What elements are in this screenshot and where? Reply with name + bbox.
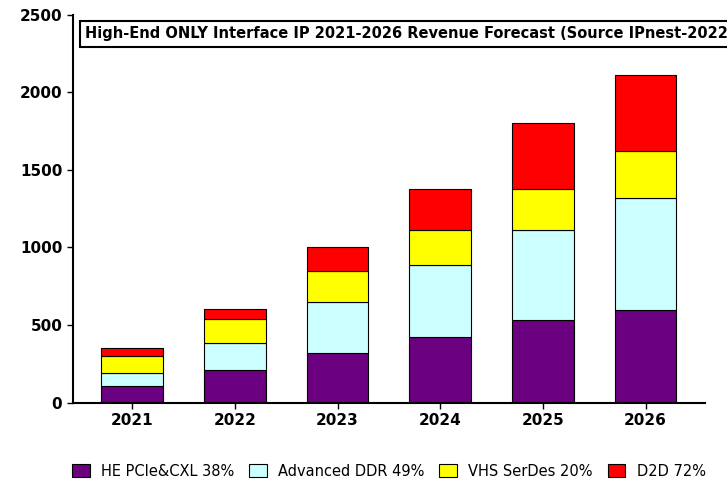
Bar [102, 385, 163, 403]
Bar [615, 151, 676, 198]
Legend: HE PCIe&CXL 38%, Advanced DDR 49%, VHS SerDes 20%, D2D 72%: HE PCIe&CXL 38%, Advanced DDR 49%, VHS S… [65, 457, 713, 486]
Bar [409, 337, 471, 403]
Bar [409, 265, 471, 337]
Bar [204, 370, 266, 403]
Bar [512, 321, 574, 403]
Bar [409, 230, 471, 265]
Bar [512, 123, 574, 190]
Bar [615, 198, 676, 309]
Bar [307, 271, 369, 302]
Bar [102, 356, 163, 373]
Text: High-End ONLY Interface IP 2021-2026 Revenue Forecast (Source IPnest-2022): High-End ONLY Interface IP 2021-2026 Rev… [85, 27, 727, 41]
Bar [409, 190, 471, 230]
Bar [307, 302, 369, 353]
Bar [204, 343, 266, 370]
Bar [307, 353, 369, 403]
Bar [615, 75, 676, 151]
Bar [102, 373, 163, 385]
Bar [204, 319, 266, 343]
Bar [102, 348, 163, 356]
Bar [307, 247, 369, 271]
Bar [615, 309, 676, 403]
Bar [512, 190, 574, 230]
Bar [512, 230, 574, 321]
Bar [204, 309, 266, 319]
